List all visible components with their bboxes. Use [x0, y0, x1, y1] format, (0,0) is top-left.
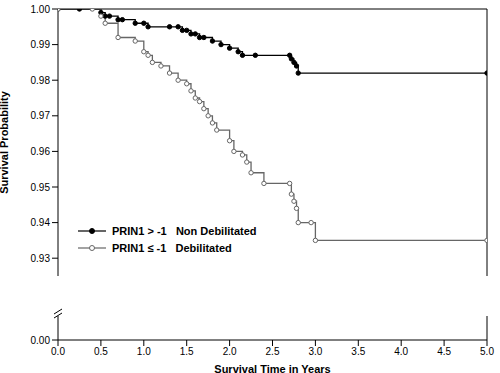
svg-text:0.97: 0.97	[31, 110, 51, 121]
svg-text:Survival Time in Years: Survival Time in Years	[214, 363, 330, 373]
svg-text:2.5: 2.5	[266, 346, 280, 357]
svg-text:5.0: 5.0	[480, 346, 492, 357]
svg-text:0.99: 0.99	[31, 39, 51, 50]
svg-text:2.0: 2.0	[223, 346, 237, 357]
svg-text:3.5: 3.5	[351, 346, 365, 357]
html-text:PRIN1 ≤ -1 Debilitated: PRIN1 ≤ -1 Debilitated	[112, 241, 232, 254]
svg-text:Survival Probability: Survival Probability	[8, 90, 10, 194]
svg-text:4.5: 4.5	[437, 346, 451, 357]
svg-text:1.0: 1.0	[137, 346, 151, 357]
svg-text:0.0: 0.0	[51, 346, 65, 357]
svg-text:0.98: 0.98	[31, 75, 51, 86]
svg-text:0.93: 0.93	[31, 253, 51, 264]
svg-text:0.00: 0.00	[31, 335, 51, 346]
svg-text:1.5: 1.5	[180, 346, 194, 357]
svg-text:4.0: 4.0	[394, 346, 408, 357]
svg-text:0.96: 0.96	[31, 146, 51, 157]
html-text:PRIN1 > -1 Non Debilitated: PRIN1 > -1 Non Debilitated	[112, 224, 257, 237]
svg-text:0.94: 0.94	[31, 217, 51, 228]
svg-text:3.0: 3.0	[308, 346, 322, 357]
svg-text:0.95: 0.95	[31, 182, 51, 193]
svg-text:0.5: 0.5	[94, 346, 108, 357]
svg-text:1.00: 1.00	[31, 4, 51, 15]
